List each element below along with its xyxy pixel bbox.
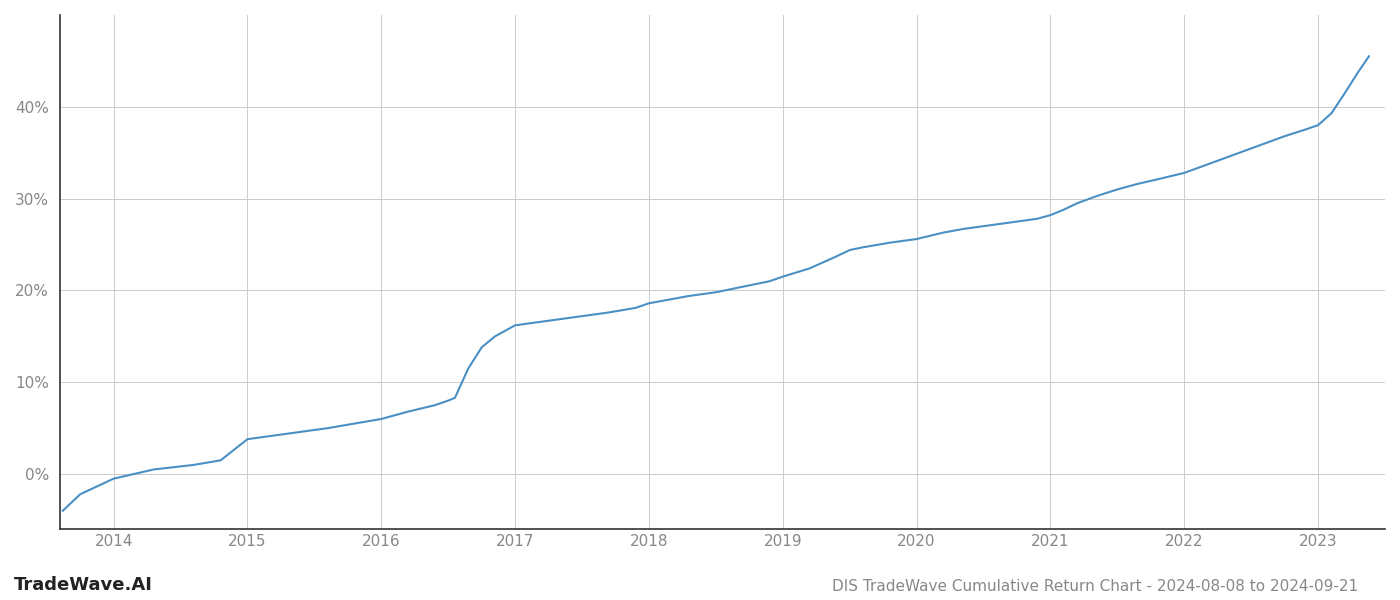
- Text: DIS TradeWave Cumulative Return Chart - 2024-08-08 to 2024-09-21: DIS TradeWave Cumulative Return Chart - …: [832, 579, 1358, 594]
- Text: TradeWave.AI: TradeWave.AI: [14, 576, 153, 594]
